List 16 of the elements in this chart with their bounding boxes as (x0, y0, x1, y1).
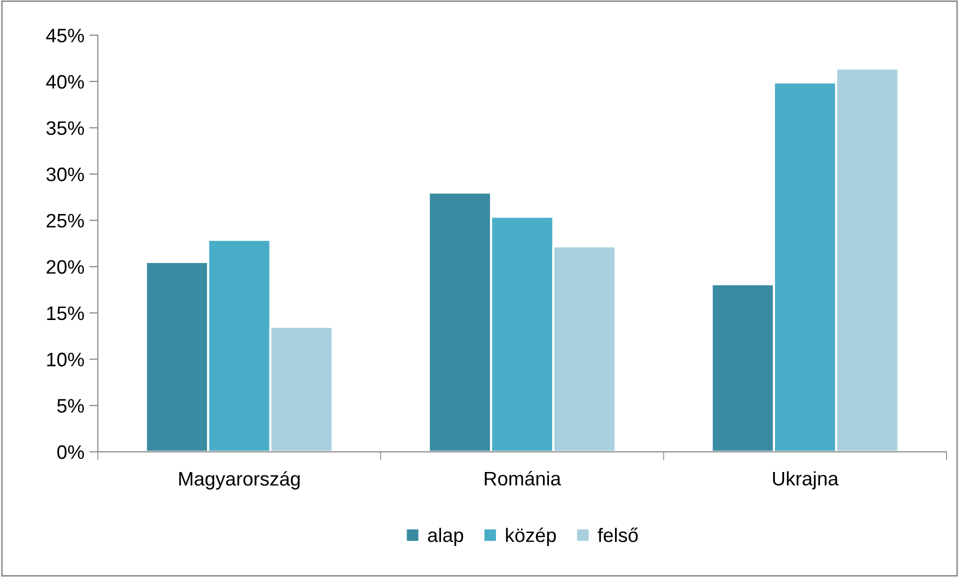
y-tick-label: 15% (47, 306, 84, 320)
y-tick-label: 20% (46, 260, 84, 274)
legend-label: közép (506, 528, 556, 546)
y-tick-label: 5% (57, 399, 84, 413)
y-tick-label: 0% (57, 445, 84, 460)
y-tick-label: 10% (47, 352, 84, 366)
y-tick-label: 35% (46, 121, 84, 136)
legend-label: alap (428, 528, 464, 546)
x-tick-label: Ukrajna (773, 471, 839, 490)
y-tick-label: 40% (46, 74, 84, 89)
y-tick-label: 25% (46, 214, 84, 228)
legend-label: felső (598, 528, 638, 542)
x-tick-label: Románia (484, 471, 562, 486)
y-tick-label: 30% (46, 168, 84, 182)
y-tick-label: 45% (46, 28, 84, 42)
x-tick-label: Magyarország (179, 471, 300, 490)
